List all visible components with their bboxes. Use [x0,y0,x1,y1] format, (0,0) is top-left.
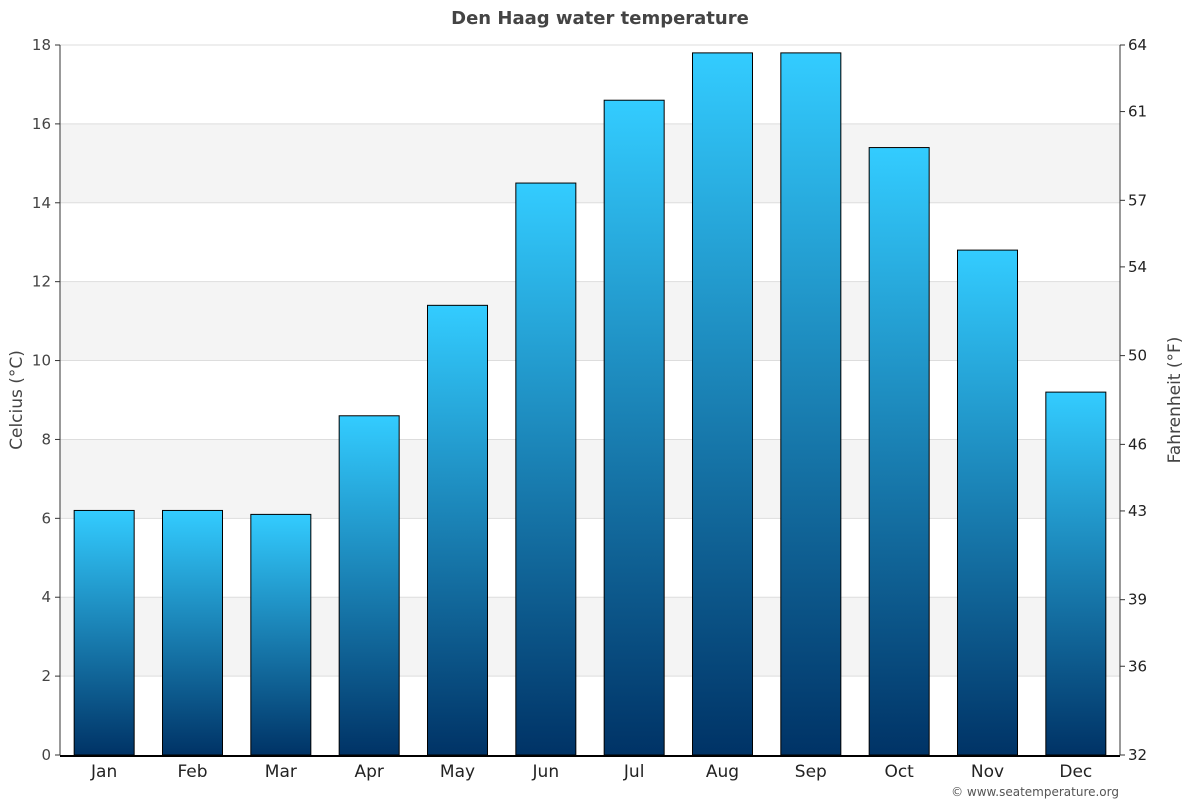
tick-label-left: 2 [41,667,51,685]
tick-label-right: 61 [1128,103,1147,121]
tick-label-left: 8 [41,430,51,448]
tick-label-left: 18 [32,36,51,54]
category-label: Feb [177,762,207,782]
y-axis-title-left: Celcius (°C) [7,350,27,450]
tick-label-left: 0 [41,746,51,764]
right-tick-labels: 32 36 39 43 46 50 54 57 61 64 [1120,36,1147,764]
tick-label-right: 46 [1128,435,1147,453]
bar-apr [338,415,400,756]
credit-text: © www.seatemperature.org [951,785,1119,799]
category-label: Dec [1059,762,1092,782]
tick-label-right: 36 [1128,657,1147,675]
tick-label-right: 54 [1128,258,1147,276]
grid-bands [60,123,1120,677]
tick-label-left: 12 [32,273,51,291]
tick-label-left: 14 [32,194,51,212]
category-label: Jun [532,762,560,782]
category-label: Jul [623,762,645,782]
category-label: Jan [90,762,117,782]
tick-label-left: 4 [41,588,51,606]
grid-band [60,123,1120,203]
bars [73,52,1107,756]
tick-label-left: 10 [32,352,51,370]
grid-band [60,597,1120,677]
bar-may [427,304,488,756]
grid-band [60,281,1120,361]
category-label: Aug [706,762,739,782]
category-label: Oct [884,762,914,782]
bar-feb [162,509,223,756]
tick-label-right: 43 [1128,502,1147,520]
tick-label-left: 16 [32,115,51,133]
bar-oct [868,147,930,756]
bar-mar [250,513,312,756]
chart-title: Den Haag water temperature [451,8,749,29]
bar-sep [780,52,842,756]
bar-nov [957,249,1018,756]
bar-dec [1045,391,1107,756]
bar-aug [692,52,753,756]
left-tick-labels: 0 2 4 6 8 10 12 14 16 18 [32,36,60,764]
y-axis-title-right: Fahrenheit (°F) [1165,337,1185,464]
gridlines [60,44,1120,677]
grid-band [60,439,1120,519]
tick-label-right: 57 [1128,191,1147,209]
category-labels: Jan Feb Mar Apr May Jun Jul Aug Sep Oct Nov Dec [90,762,1092,782]
bar-jan [73,509,135,756]
axes [59,45,1121,757]
category-label: May [440,762,475,782]
tick-label-left: 6 [41,509,51,527]
category-label: Sep [795,762,827,782]
category-label: Nov [971,762,1004,782]
category-label: Apr [354,762,383,782]
tick-label-right: 32 [1128,746,1147,764]
category-label: Mar [265,762,297,782]
tick-label-right: 39 [1128,591,1147,609]
tick-label-right: 64 [1128,36,1147,54]
tick-label-right: 50 [1128,347,1147,365]
bar-jul [603,99,665,756]
bar-jun [515,182,577,756]
